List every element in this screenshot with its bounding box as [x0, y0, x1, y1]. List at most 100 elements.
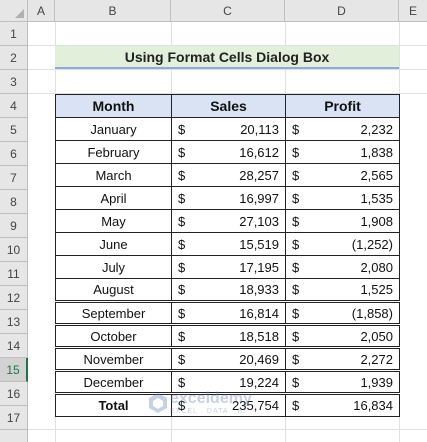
profit-cell[interactable]: $1,535 [285, 186, 400, 210]
row-header[interactable]: 16 [0, 382, 28, 406]
profit-value: 1,939 [360, 374, 393, 390]
month-cell[interactable]: September [55, 300, 172, 325]
select-all-corner[interactable] [0, 0, 28, 22]
row-header[interactable]: 17 [0, 406, 28, 430]
month-cell[interactable]: December [55, 369, 172, 394]
profit-value: 2,272 [360, 351, 393, 367]
currency-symbol: $ [178, 121, 186, 137]
currency-symbol: $ [178, 236, 186, 252]
profit-cell[interactable]: $2,272 [285, 346, 400, 371]
sheet-title[interactable]: Using Format Cells Dialog Box [55, 46, 399, 69]
month-cell[interactable]: August [55, 278, 172, 302]
profit-cell[interactable]: $2,050 [285, 323, 400, 348]
sales-value: 15,519 [239, 236, 279, 252]
sales-cell[interactable]: $18,518 [171, 323, 286, 348]
sales-cell[interactable]: $16,997 [171, 186, 286, 210]
sales-value: 17,195 [239, 259, 279, 275]
row-header[interactable]: 8 [0, 190, 28, 214]
gridline [399, 22, 400, 442]
row-header-selected[interactable]: 15 [0, 358, 28, 382]
month-cell[interactable]: May [55, 209, 172, 233]
column-header-b[interactable]: B [55, 0, 171, 22]
sales-value: 16,997 [239, 190, 279, 206]
row-header[interactable]: 3 [0, 70, 28, 94]
sales-value: 20,113 [240, 121, 279, 137]
row-header[interactable] [0, 430, 28, 442]
month-cell[interactable]: February [55, 140, 172, 164]
currency-symbol: $ [178, 305, 186, 321]
table-row: May $27,103 $1,908 [55, 209, 400, 233]
month-cell[interactable]: January [55, 117, 172, 141]
row-header[interactable]: 14 [0, 334, 28, 358]
sales-cell[interactable]: $16,814 [171, 300, 286, 325]
profit-value: 2,080 [360, 259, 393, 275]
profit-value: (1,858) [351, 305, 393, 321]
currency-symbol: $ [292, 167, 300, 183]
total-sales-cell[interactable]: $235,754 [171, 392, 286, 417]
sales-cell[interactable]: $18,933 [171, 278, 286, 302]
currency-symbol: $ [292, 351, 300, 367]
row-header[interactable]: 11 [0, 262, 28, 286]
month-cell[interactable]: October [55, 323, 172, 348]
gridline [28, 93, 427, 94]
column-header-d[interactable]: D [285, 0, 399, 22]
sales-value: 18,518 [239, 328, 279, 344]
column-header-c[interactable]: C [171, 0, 285, 22]
table-row: December $19,224 $1,939 [55, 369, 400, 394]
sales-cell[interactable]: $20,469 [171, 346, 286, 371]
row-header[interactable]: 12 [0, 286, 28, 310]
table-row: February $16,612 $1,838 [55, 140, 400, 164]
month-cell[interactable]: April [55, 186, 172, 210]
row-header[interactable]: 6 [0, 142, 28, 166]
profit-cell[interactable]: $2,080 [285, 255, 400, 279]
profit-cell[interactable]: $1,939 [285, 369, 400, 394]
row-header[interactable]: 2 [0, 46, 28, 70]
profit-cell[interactable]: $ (1,252) [285, 232, 400, 256]
sales-cell[interactable]: $20,113 [171, 117, 286, 141]
month-cell[interactable]: November [55, 346, 172, 371]
profit-cell[interactable]: $1,838 [285, 140, 400, 164]
header-sales[interactable]: Sales [171, 94, 286, 118]
header-profit[interactable]: Profit [285, 94, 400, 118]
row-header[interactable]: 1 [0, 22, 28, 46]
row-header[interactable]: 7 [0, 166, 28, 190]
table-row: March $28,257 $2,565 [55, 163, 400, 187]
sales-cell[interactable]: $27,103 [171, 209, 286, 233]
currency-symbol: $ [178, 190, 186, 206]
profit-cell[interactable]: $1,908 [285, 209, 400, 233]
profit-cell[interactable]: $ (1,858) [285, 300, 400, 325]
profit-cell[interactable]: $2,232 [285, 117, 400, 141]
sales-cell[interactable]: $19,224 [171, 369, 286, 394]
currency-symbol: $ [178, 144, 186, 160]
table-row: September $16,814 $ (1,858) [55, 300, 400, 325]
gridline [28, 429, 427, 430]
row-header[interactable]: 10 [0, 238, 28, 262]
month-cell[interactable]: March [55, 163, 172, 187]
profit-value: 1,525 [360, 282, 393, 297]
profit-cell[interactable]: $1,525 [285, 278, 400, 302]
currency-symbol: $ [178, 398, 186, 413]
profit-value: 2,050 [360, 328, 393, 344]
row-header[interactable]: 9 [0, 214, 28, 238]
sales-cell[interactable]: $16,612 [171, 140, 286, 164]
row-header[interactable]: 4 [0, 94, 28, 118]
currency-symbol: $ [292, 190, 300, 206]
month-cell[interactable]: July [55, 255, 172, 279]
row-header[interactable]: 5 [0, 118, 28, 142]
header-month[interactable]: Month [55, 94, 172, 118]
column-header-a[interactable]: A [28, 0, 55, 22]
sales-value: 20,469 [239, 351, 279, 367]
sales-cell[interactable]: $17,195 [171, 255, 286, 279]
sales-cell[interactable]: $15,519 [171, 232, 286, 256]
profit-cell[interactable]: $2,565 [285, 163, 400, 187]
month-cell[interactable]: June [55, 232, 172, 256]
column-header-e[interactable]: E [399, 0, 427, 22]
profit-value: 2,232 [360, 121, 393, 137]
sales-value: 28,257 [239, 167, 279, 183]
total-label[interactable]: Total [55, 392, 172, 417]
currency-symbol: $ [292, 328, 300, 344]
row-header[interactable]: 13 [0, 310, 28, 334]
sales-cell[interactable]: $28,257 [171, 163, 286, 187]
total-profit-cell[interactable]: $16,834 [285, 392, 400, 417]
